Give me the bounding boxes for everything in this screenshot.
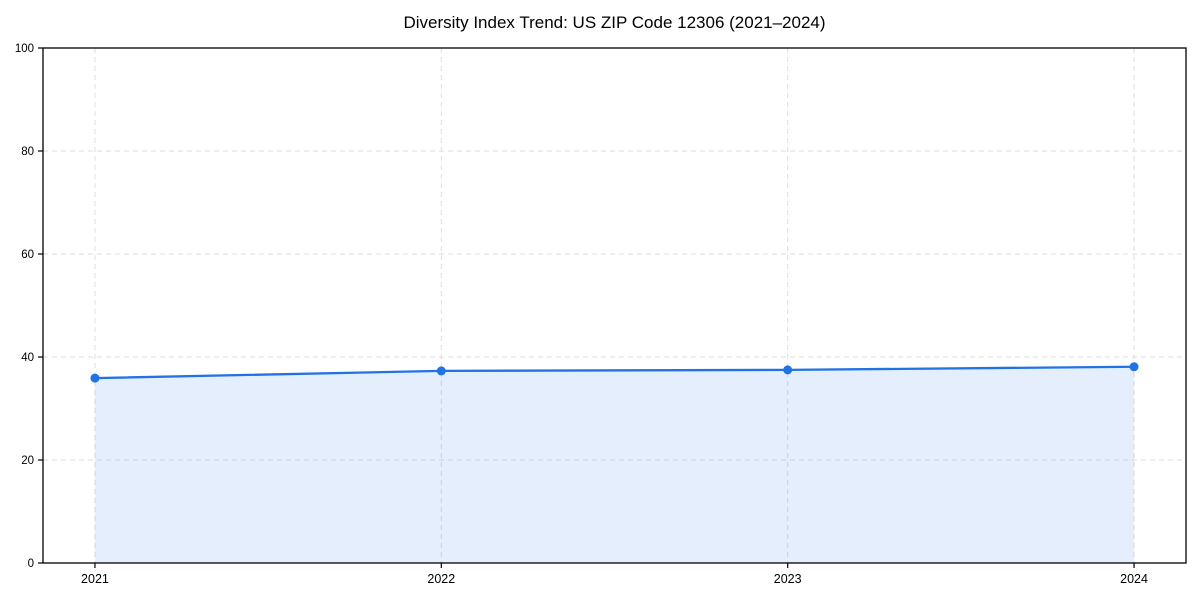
x-tick-label: 2024 [1120, 572, 1148, 586]
x-tick-label: 2023 [774, 572, 802, 586]
trend-line [93, 365, 1136, 380]
y-tick-label: 40 [21, 352, 34, 364]
plot-background [43, 48, 1186, 563]
y-tick-label: 20 [21, 455, 34, 467]
data-point-2022 [436, 366, 446, 376]
data-point-2021 [90, 373, 100, 383]
y-tick-label: 100 [15, 43, 34, 55]
plot-frame [42, 47, 1187, 564]
y-tick-label: 80 [21, 146, 34, 158]
y-tick-label: 60 [21, 249, 34, 261]
area-fill [94, 366, 1135, 563]
x-tick-label: 2021 [81, 572, 109, 586]
y-tick-label: 0 [28, 558, 34, 570]
chart-title: Diversity Index Trend: US ZIP Code 12306… [403, 13, 826, 32]
x-tick-label: 2022 [427, 572, 455, 586]
data-point-2024 [1129, 362, 1139, 372]
data-point-2023 [783, 365, 793, 375]
